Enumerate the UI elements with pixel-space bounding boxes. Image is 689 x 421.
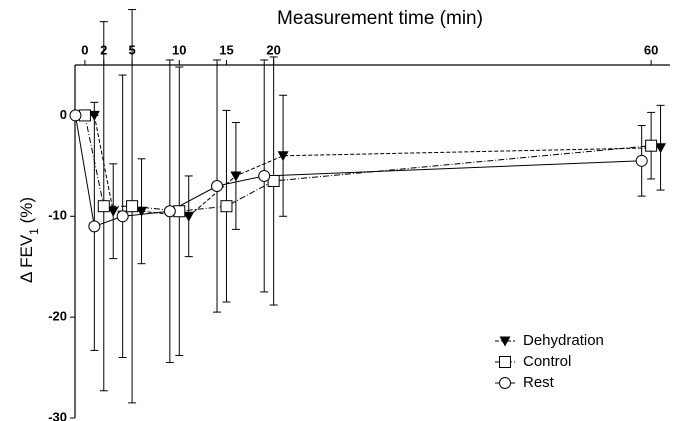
legend-marker [499, 356, 511, 368]
y-axis-title-main: Δ FEV [17, 234, 36, 283]
marker [230, 171, 242, 182]
x-tick-label: 15 [219, 42, 233, 57]
legend-marker [499, 377, 511, 389]
marker [163, 205, 176, 218]
marker [645, 139, 658, 152]
y-tick-label: -20 [48, 309, 67, 324]
x-tick-label: 10 [172, 42, 186, 57]
marker [635, 154, 648, 167]
marker [258, 169, 271, 182]
marker [220, 200, 233, 213]
marker [69, 109, 82, 122]
marker [88, 110, 100, 121]
legend-label: Dehydration [523, 332, 604, 349]
y-tick-label: -30 [48, 409, 67, 421]
y-tick-label: -10 [48, 208, 67, 223]
x-tick-label: 20 [266, 42, 280, 57]
legend-marker [499, 336, 511, 347]
marker [655, 143, 667, 154]
y-axis-title: Δ FEV1 (%) [17, 197, 41, 283]
marker [267, 174, 280, 187]
y-axis-title-sub: 1 [27, 228, 41, 235]
series-line [74, 115, 642, 228]
legend-label: Rest [523, 374, 555, 391]
marker [88, 220, 101, 233]
marker [97, 200, 110, 213]
marker [136, 206, 148, 217]
y-tick-label: 0 [60, 107, 67, 122]
y-axis-title-suffix: (%) [17, 197, 36, 228]
marker [183, 211, 195, 222]
legend-label: Control [523, 353, 571, 370]
marker [116, 210, 129, 223]
marker [126, 200, 139, 213]
marker [277, 151, 289, 162]
x-tick-label: 60 [644, 42, 658, 57]
x-axis-title: Measurement time (min) [277, 8, 483, 29]
marker [107, 206, 119, 217]
x-tick-label: 0 [81, 42, 88, 57]
marker [211, 180, 224, 193]
